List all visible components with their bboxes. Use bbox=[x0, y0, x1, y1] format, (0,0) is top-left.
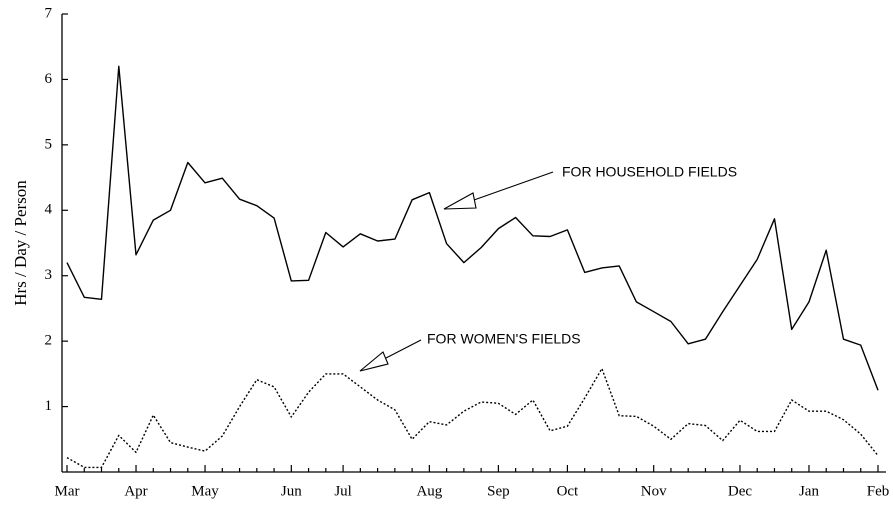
annotation: FOR HOUSEHOLD FIELDS bbox=[562, 164, 737, 180]
x-tick-label: May bbox=[191, 483, 219, 499]
arrow-shaft bbox=[473, 171, 554, 201]
x-tick-label: Sep bbox=[487, 483, 510, 499]
series-line bbox=[66, 65, 879, 391]
x-tick-label: Jul bbox=[334, 483, 352, 499]
annotation: FOR WOMEN'S FIELDS bbox=[427, 331, 581, 347]
y-tick-label: 7 bbox=[45, 5, 53, 21]
x-tick-label: Mar bbox=[55, 483, 80, 499]
x-tick-label: Jan bbox=[799, 483, 819, 499]
y-tick-label: 1 bbox=[45, 398, 53, 414]
y-tick-label: 5 bbox=[45, 136, 53, 152]
x-tick-label: Apr bbox=[124, 483, 147, 499]
arrow-shaft bbox=[385, 339, 422, 359]
y-axis-label: Hrs / Day / Person bbox=[11, 180, 30, 306]
arrow-head bbox=[359, 351, 389, 372]
axes bbox=[61, 14, 886, 473]
women-arrow bbox=[359, 339, 422, 372]
x-tick-label: Nov bbox=[641, 483, 667, 499]
x-tick-label: Feb bbox=[867, 483, 890, 499]
y-tick-label: 2 bbox=[45, 333, 53, 349]
x-tick-label: Jun bbox=[281, 483, 302, 499]
y-tick-label: 3 bbox=[45, 267, 53, 283]
arrow-head bbox=[443, 192, 477, 210]
x-tick-label: Aug bbox=[416, 483, 442, 499]
y-tick-label: 6 bbox=[45, 71, 53, 87]
household-arrow bbox=[443, 171, 554, 210]
x-tick-label: Oct bbox=[557, 483, 579, 499]
series-line bbox=[66, 367, 879, 469]
x-tick-label: Dec bbox=[728, 483, 752, 499]
y-tick-label: 4 bbox=[45, 202, 53, 218]
